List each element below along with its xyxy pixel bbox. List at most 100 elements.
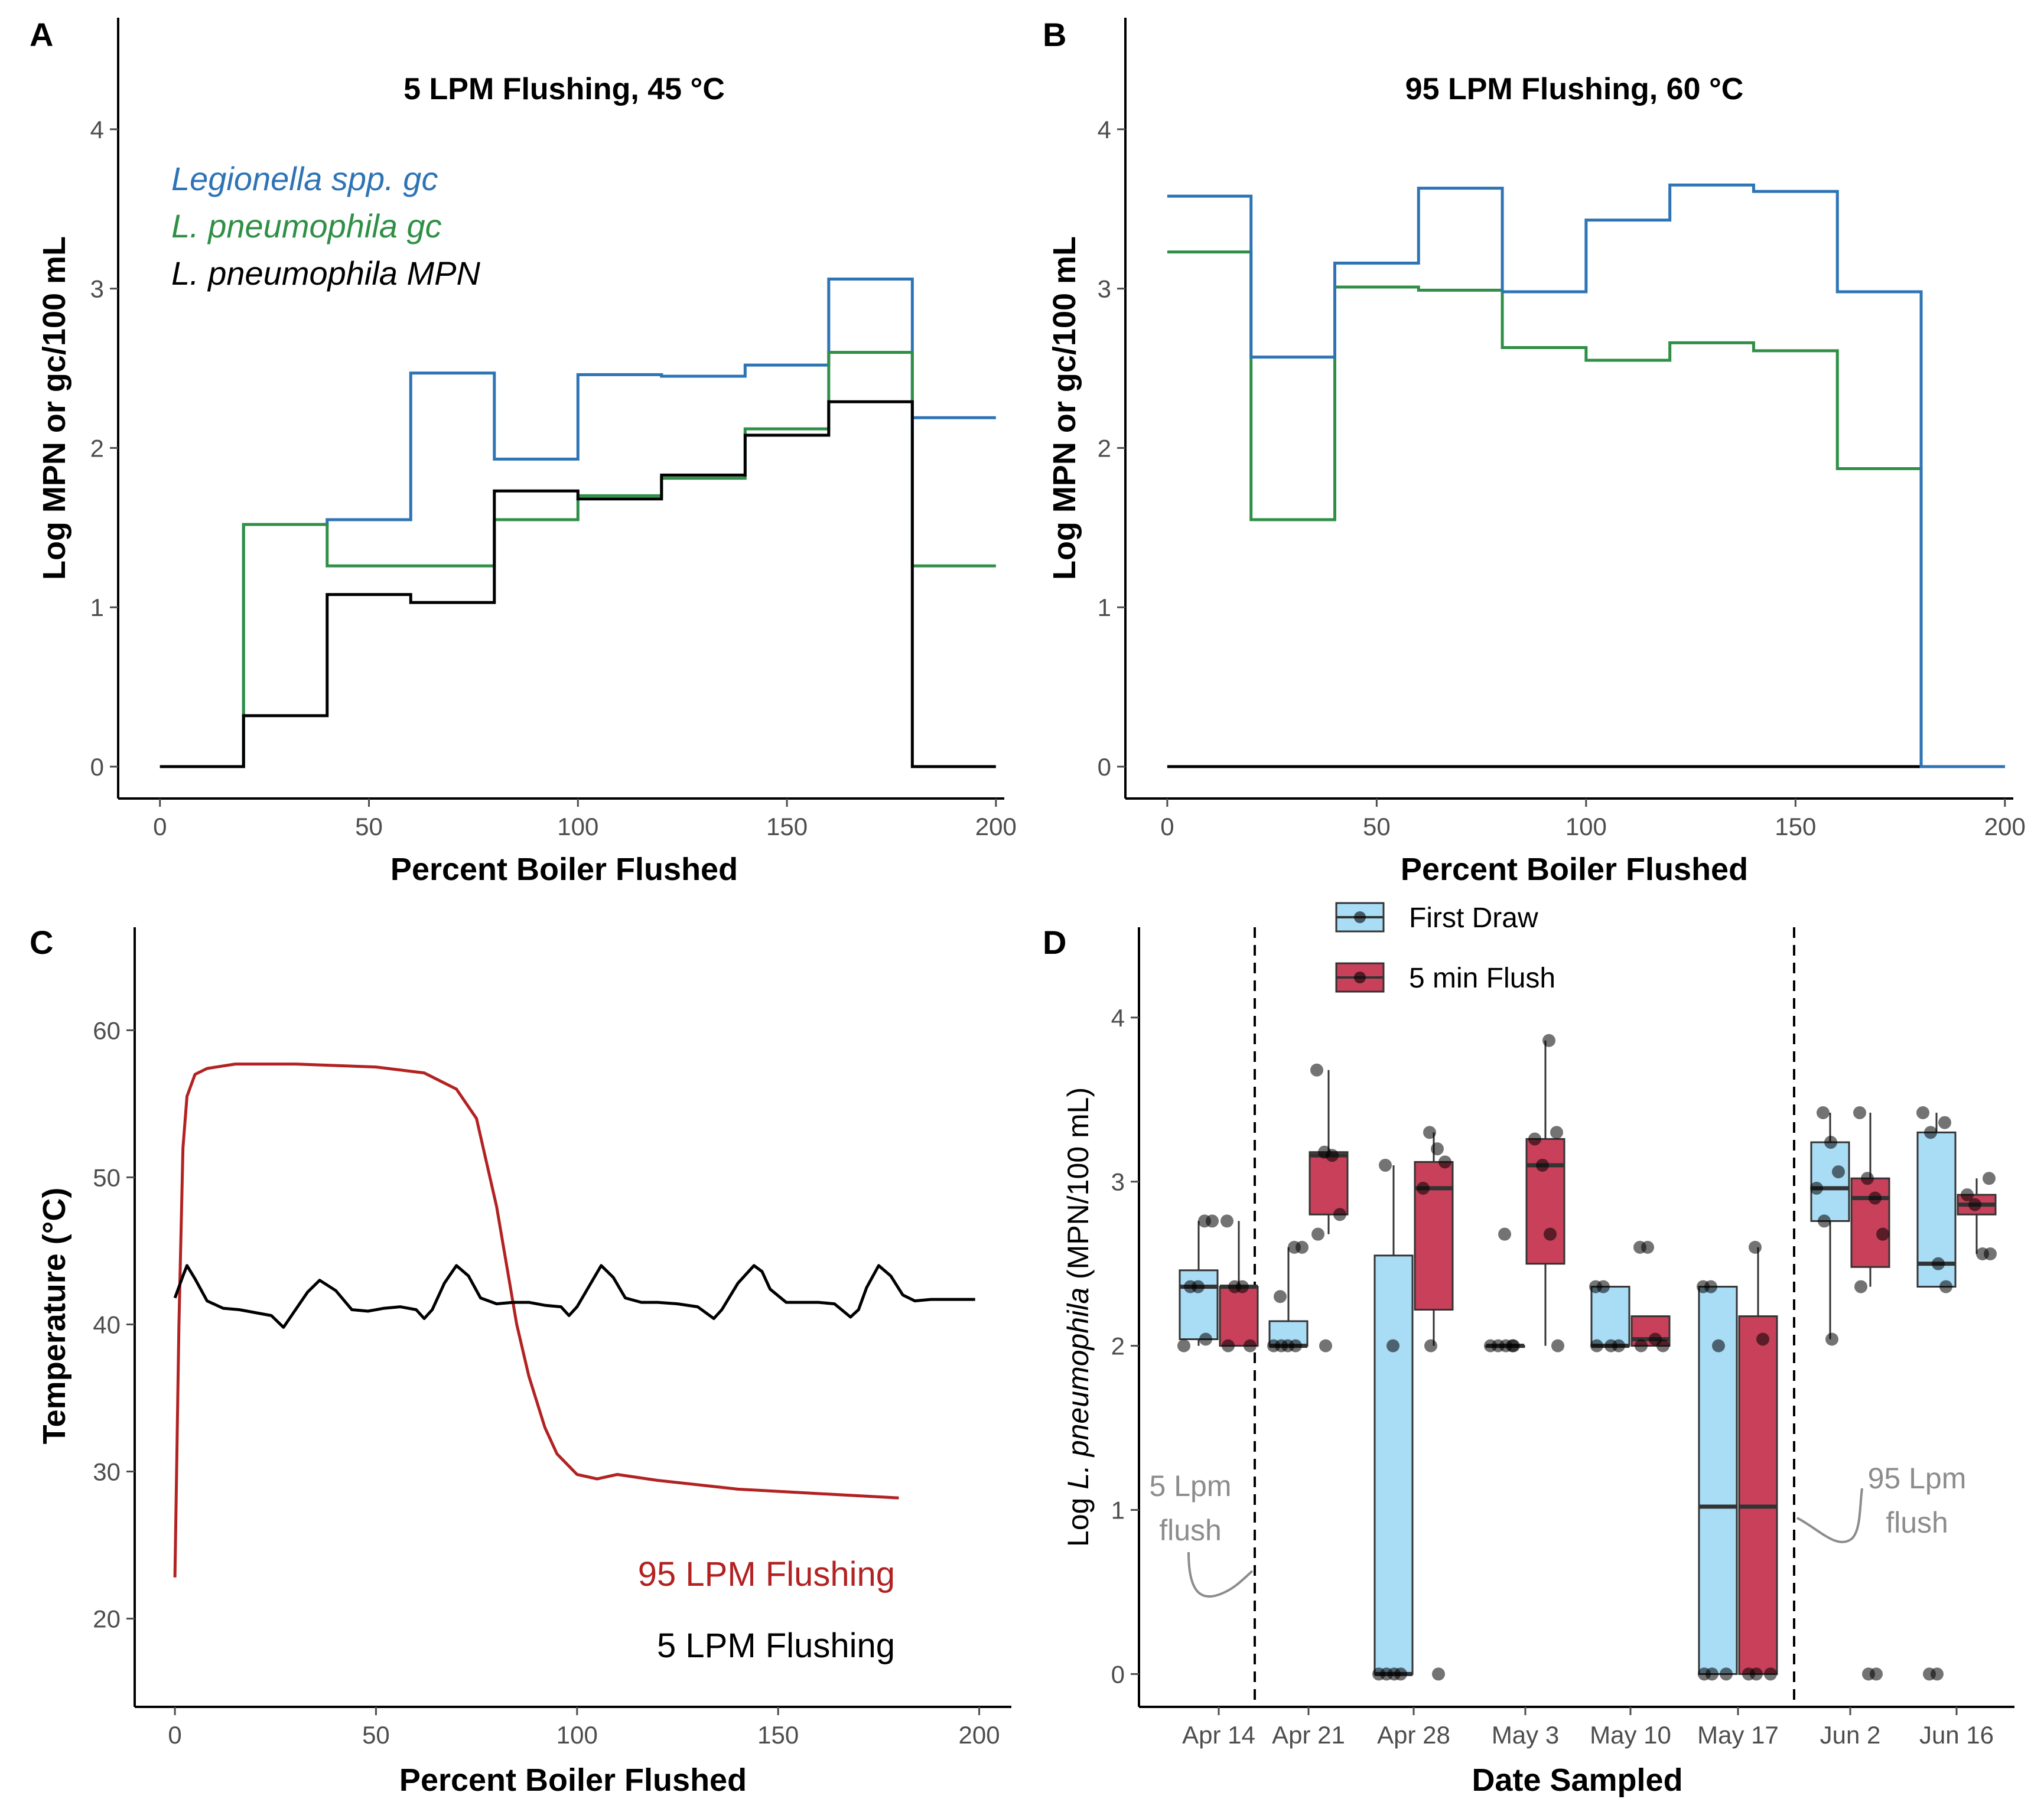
data-point <box>1198 1214 1211 1228</box>
box-first-draw-5 <box>1697 1280 1738 1681</box>
data-point <box>1551 1339 1564 1353</box>
data-point <box>1810 1181 1823 1195</box>
annotation-text: flush <box>1159 1514 1222 1547</box>
data-point <box>1976 1247 1989 1261</box>
data-point <box>1199 1332 1212 1346</box>
x-tick-label: May 10 <box>1590 1721 1671 1749</box>
annotation-text: 95 Lpm <box>1868 1462 1967 1495</box>
legend-entry: Legionella spp. gc <box>171 160 438 197</box>
chart-title: 95 LPM Flushing, 60 °C <box>1405 72 1744 106</box>
x-tick-label: May 3 <box>1492 1721 1559 1749</box>
data-point <box>1649 1332 1662 1346</box>
data-point <box>1742 1667 1755 1681</box>
box-first-draw-6 <box>1810 1106 1850 1346</box>
y-tick-label: 1 <box>90 594 104 621</box>
data-point <box>1177 1339 1190 1353</box>
x-tick-label: 200 <box>1984 813 2026 840</box>
box-flush-0 <box>1219 1214 1259 1353</box>
data-point <box>1288 1240 1301 1254</box>
data-point <box>1698 1667 1711 1681</box>
x-axis-label: Percent Boiler Flushed <box>390 852 738 887</box>
box-first-draw-2 <box>1372 1158 1414 1681</box>
data-point <box>1932 1257 1945 1270</box>
data-point <box>1542 1034 1555 1047</box>
panel-c: 20 30 40 50 60 0 50 100 150 200 Percent Boiler Flu… <box>30 924 1011 1798</box>
data-point <box>1528 1132 1541 1146</box>
x-tick-label: Apr 14 <box>1182 1721 1255 1749</box>
legend-swatch-point <box>1354 972 1366 983</box>
data-point <box>1604 1339 1617 1353</box>
box-flush-5 <box>1738 1240 1778 1681</box>
data-point <box>1267 1339 1280 1353</box>
data-point <box>1424 1339 1437 1353</box>
data-point <box>1438 1155 1451 1169</box>
data-point <box>1372 1667 1385 1681</box>
box-body <box>1373 1254 1414 1675</box>
panel-label: D <box>1043 924 1066 961</box>
y-axis-label: Log MPN or gc/100 mL <box>37 236 72 580</box>
y-axis-label-prefix: Log <box>1062 1490 1095 1547</box>
legend-label: 5 min Flush <box>1409 963 1555 994</box>
box-flush-6 <box>1850 1106 1890 1681</box>
x-tick-label: Jun 2 <box>1820 1721 1881 1749</box>
data-point <box>1832 1165 1845 1179</box>
legend: First Draw 5 min Flush <box>1335 902 1555 994</box>
data-point <box>1818 1214 1831 1228</box>
data-point <box>1712 1339 1725 1353</box>
data-point <box>1281 1339 1294 1353</box>
y-tick-label: 0 <box>90 753 104 781</box>
x-axis-label: Date Sampled <box>1472 1762 1682 1798</box>
box-flush-3 <box>1525 1034 1565 1353</box>
data-point <box>1333 1208 1346 1221</box>
y-axis-label: Temperature (°C) <box>37 1188 72 1445</box>
data-point <box>1228 1280 1241 1293</box>
data-point <box>1764 1667 1777 1681</box>
x-tick-label: Jun 16 <box>1919 1721 1994 1749</box>
x-tick-label: 150 <box>1775 813 1816 840</box>
panel-label: A <box>30 16 53 53</box>
annotation-text: 5 Lpm <box>1150 1469 1232 1503</box>
data-point <box>1386 1339 1399 1353</box>
legend-entry: 5 LPM Flushing <box>657 1627 895 1665</box>
data-point <box>1432 1667 1445 1681</box>
x-tick-label: 100 <box>1565 813 1607 840</box>
box-flush-4 <box>1630 1240 1671 1353</box>
box-body <box>1590 1286 1630 1347</box>
y-tick-label: 0 <box>1111 1660 1125 1688</box>
y-tick-label: 2 <box>90 434 104 462</box>
legend-entry: L. pneumophila MPN <box>171 255 481 292</box>
annotation-arrow <box>1187 1552 1254 1598</box>
y-tick-label: 2 <box>1111 1332 1125 1360</box>
x-tick-label: Apr 28 <box>1377 1721 1450 1749</box>
data-point <box>1550 1126 1563 1139</box>
y-tick-label: 4 <box>90 116 104 144</box>
box-body <box>1850 1177 1890 1268</box>
chart-title: 5 LPM Flushing, 45 °C <box>403 72 725 106</box>
x-tick-label: 0 <box>153 813 167 840</box>
data-point <box>1825 1332 1838 1346</box>
legend-entry: 95 LPM Flushing <box>638 1555 895 1593</box>
data-point <box>1938 1116 1951 1129</box>
data-point <box>1923 1667 1936 1681</box>
data-point <box>1544 1227 1557 1241</box>
data-point <box>1590 1339 1603 1353</box>
box-body <box>1738 1315 1778 1675</box>
series-line-1 <box>1167 250 2005 768</box>
data-point <box>1244 1339 1257 1353</box>
box-first-draw-7 <box>1916 1106 1957 1681</box>
data-point <box>1506 1339 1519 1353</box>
panel-d: 0 1 2 3 4 Apr 14 Apr 21 Apr 28 May 3 May 10 May 17… <box>1043 902 2014 1798</box>
x-tick-label: 0 <box>168 1721 181 1749</box>
box-body <box>1525 1138 1565 1265</box>
data-point <box>1589 1280 1602 1293</box>
data-point <box>1484 1339 1497 1353</box>
y-tick-label: 1 <box>1098 594 1111 621</box>
box-first-draw-3 <box>1484 1227 1525 1353</box>
box-first-draw-0 <box>1177 1214 1219 1353</box>
legend-entry: L. pneumophila gc <box>171 207 442 245</box>
x-tick-label: 150 <box>757 1721 799 1749</box>
box-body <box>1810 1141 1850 1222</box>
y-axis-label: Log L. pneumophila (MPN/100 mL) <box>1062 1087 1095 1547</box>
data-point <box>1916 1106 1929 1120</box>
